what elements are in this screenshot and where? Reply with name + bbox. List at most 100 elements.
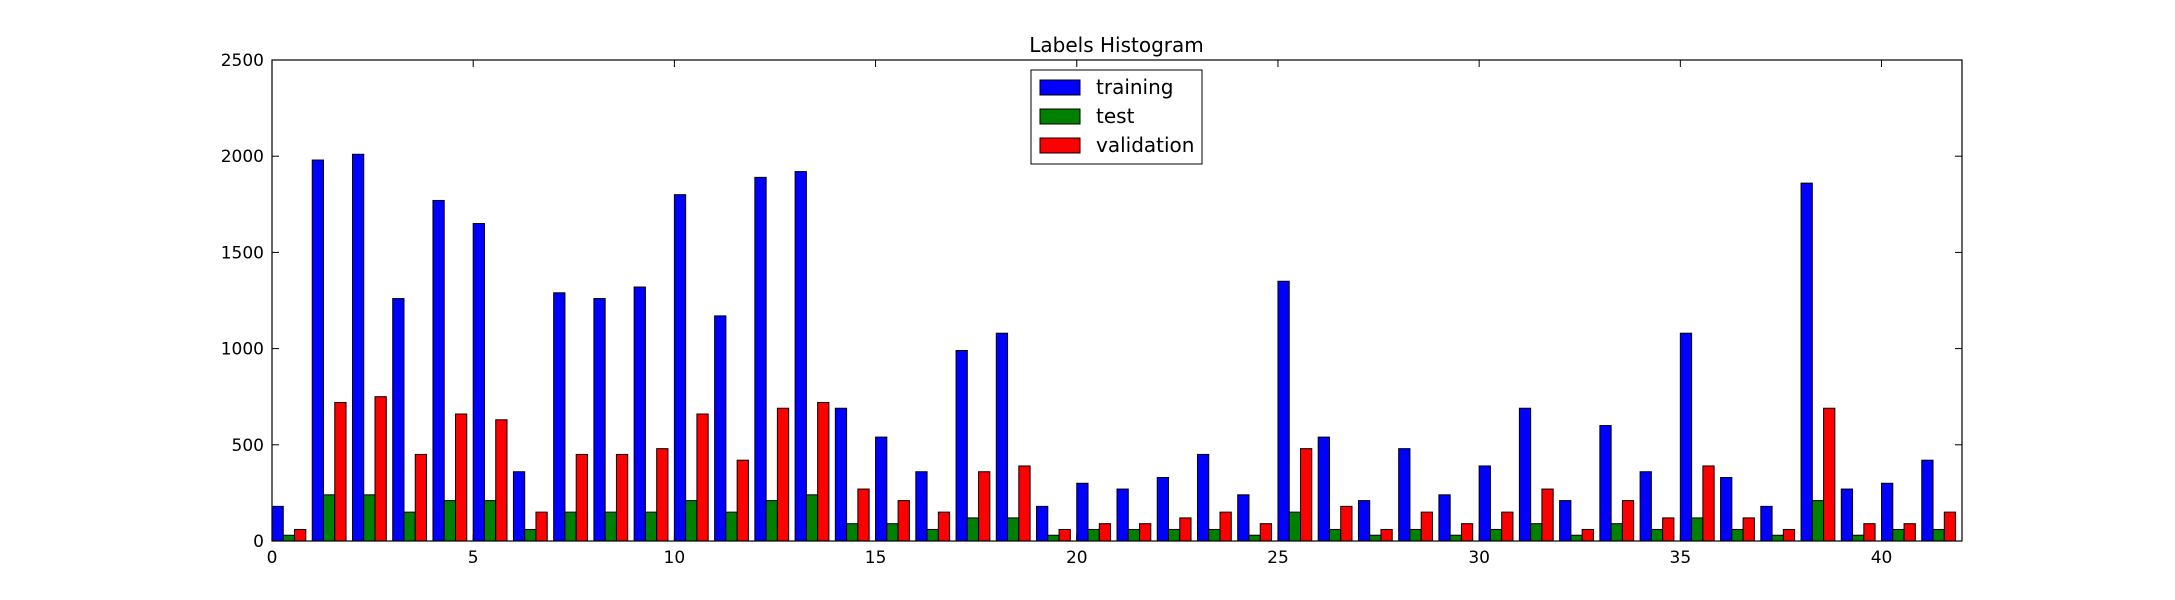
bar-validation-10 [696, 413, 709, 542]
bar-validation-20 [1098, 523, 1112, 542]
bar-training-18 [995, 332, 1009, 542]
bar-training-33 [1599, 425, 1612, 542]
bar-training-39 [1840, 488, 1854, 542]
legend-swatch-training [1039, 79, 1081, 96]
bar-test-26 [1328, 528, 1342, 542]
legend-label-training: training [1096, 75, 1173, 99]
bar-training-30 [1478, 465, 1491, 542]
bar-training-21 [1116, 488, 1129, 542]
bar-test-32 [1570, 534, 1583, 542]
bar-validation-13 [817, 401, 830, 542]
bar-training-36 [1720, 477, 1733, 542]
bar-validation-19 [1058, 528, 1071, 542]
bar-validation-40 [1903, 523, 1916, 542]
bar-test-41 [1932, 528, 1945, 542]
y-tick-label: 2500 [221, 51, 264, 71]
bar-validation-24 [1259, 523, 1273, 542]
x-tick-label: 25 [1267, 548, 1289, 568]
bar-validation-41 [1943, 511, 1957, 542]
bar-validation-6 [535, 511, 548, 542]
legend-swatch-validation [1039, 137, 1081, 154]
bar-validation-12 [776, 407, 790, 542]
bar-validation-14 [857, 488, 870, 542]
bar-validation-7 [575, 453, 588, 542]
bar-validation-23 [1219, 511, 1232, 542]
x-tick-label: 10 [664, 548, 686, 568]
bar-test-28 [1409, 528, 1422, 542]
bar-training-40 [1881, 482, 1894, 542]
bar-training-28 [1398, 448, 1411, 542]
bar-test-16 [926, 528, 939, 542]
bar-validation-31 [1541, 488, 1554, 542]
bar-validation-38 [1823, 407, 1836, 542]
bar-training-29 [1438, 494, 1451, 542]
bar-validation-1 [334, 401, 347, 542]
y-tick-label: 500 [232, 436, 264, 456]
bar-training-20 [1076, 482, 1089, 542]
bar-validation-17 [978, 471, 991, 542]
bar-training-22 [1156, 477, 1170, 542]
bar-validation-3 [414, 453, 428, 542]
bar-test-20 [1087, 528, 1100, 542]
bar-test-9 [644, 511, 658, 542]
bar-training-17 [955, 350, 968, 542]
x-tick-label: 5 [468, 548, 479, 568]
bar-validation-9 [656, 448, 669, 542]
bar-validation-0 [294, 528, 307, 542]
bar-test-2 [363, 494, 376, 542]
bar-test-24 [1248, 534, 1261, 542]
legend: training test validation [1030, 69, 1203, 165]
bar-validation-37 [1782, 528, 1796, 542]
bar-test-22 [1168, 528, 1181, 542]
bar-validation-30 [1501, 511, 1514, 542]
bar-training-41 [1921, 459, 1934, 542]
bar-validation-28 [1420, 511, 1433, 542]
bar-test-21 [1127, 528, 1141, 542]
bar-training-25 [1277, 280, 1290, 542]
bar-validation-16 [937, 511, 951, 542]
bar-test-27 [1369, 534, 1382, 542]
bar-validation-11 [736, 459, 749, 542]
bar-training-35 [1679, 332, 1693, 542]
chart-title: Labels Histogram [1029, 33, 1203, 57]
bar-training-24 [1237, 494, 1250, 542]
bar-training-16 [915, 471, 928, 542]
bar-validation-39 [1863, 523, 1876, 542]
bar-validation-22 [1179, 517, 1192, 542]
bar-training-7 [553, 292, 566, 542]
legend-label-validation: validation [1096, 133, 1194, 157]
y-tick-label: 2000 [221, 147, 264, 167]
bar-validation-18 [1018, 465, 1031, 542]
bar-training-34 [1639, 471, 1652, 542]
bar-training-10 [673, 194, 687, 542]
bar-test-13 [805, 494, 819, 542]
bar-validation-26 [1340, 505, 1353, 542]
bar-test-39 [1852, 534, 1865, 542]
bar-training-11 [714, 315, 727, 542]
bar-training-38 [1800, 182, 1813, 542]
bar-test-38 [1811, 500, 1825, 542]
bar-validation-29 [1460, 523, 1474, 542]
bar-training-19 [1036, 505, 1049, 542]
x-tick-label: 40 [1871, 548, 1893, 568]
bar-test-10 [685, 500, 698, 542]
bar-training-4 [432, 199, 445, 542]
bar-validation-36 [1742, 517, 1755, 542]
bar-training-8 [593, 298, 606, 542]
bar-test-29 [1449, 534, 1462, 542]
bar-test-14 [846, 523, 859, 542]
plot-area-frame [271, 59, 1963, 542]
bar-training-15 [875, 436, 888, 542]
bar-validation-35 [1702, 465, 1715, 542]
bar-test-0 [282, 534, 296, 542]
bar-validation-21 [1139, 523, 1152, 542]
bar-training-0 [271, 505, 284, 542]
x-tick-label: 15 [865, 548, 887, 568]
bar-training-6 [512, 471, 526, 542]
bar-training-2 [351, 153, 365, 542]
bar-validation-4 [454, 413, 468, 542]
bar-training-23 [1196, 453, 1210, 542]
legend-swatch-test [1039, 108, 1081, 125]
bar-training-5 [472, 223, 485, 542]
bar-validation-2 [374, 396, 387, 542]
